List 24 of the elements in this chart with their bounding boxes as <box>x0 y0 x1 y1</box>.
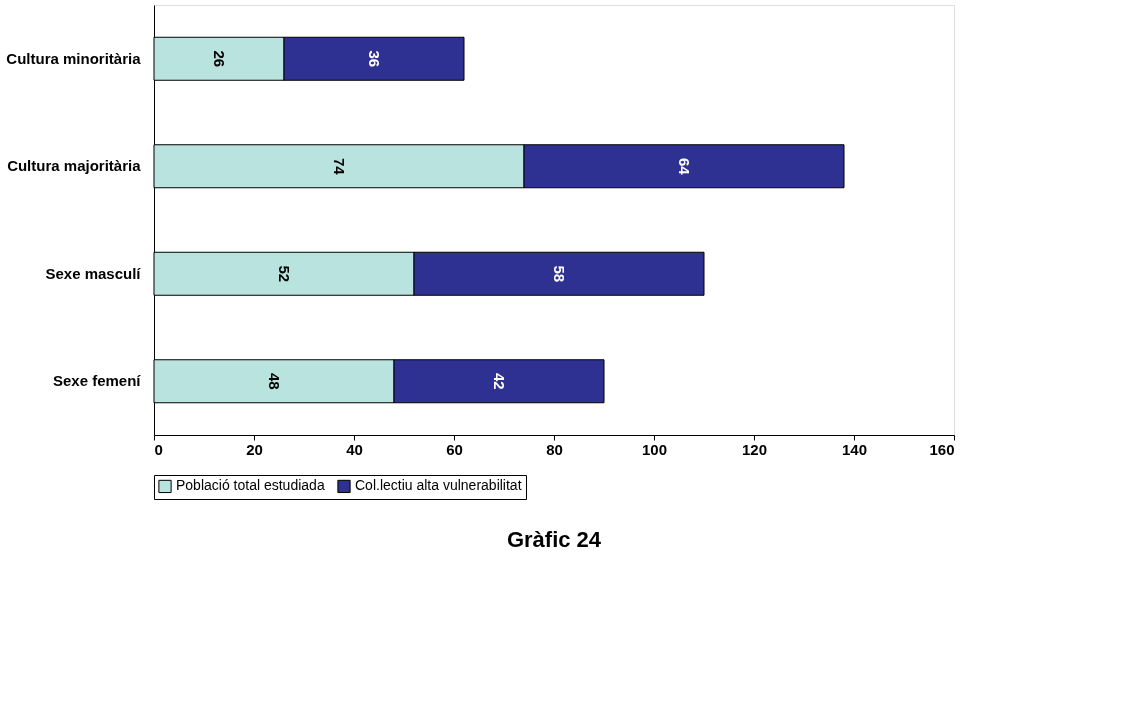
data-label: 36 <box>366 50 383 68</box>
x-tick-label: 160 <box>929 440 955 458</box>
data-label: 48 <box>266 372 283 390</box>
legend-label: Població total estudiada <box>176 477 325 494</box>
x-tick-label: 20 <box>246 440 263 458</box>
x-tick-label: 100 <box>641 440 668 458</box>
data-label: 42 <box>491 372 508 390</box>
data-label: 58 <box>551 265 568 283</box>
y-tick-label: Cultura minoritària <box>6 49 142 67</box>
x-tick-label: 120 <box>741 440 768 458</box>
x-tick-label: 80 <box>546 440 563 458</box>
text: Gràfic 24 <box>506 526 602 552</box>
x-tick-label: 140 <box>841 440 868 458</box>
y-tick-label: Sexe femení <box>52 372 142 390</box>
data-label: 26 <box>211 50 228 68</box>
x-tick-label: 40 <box>346 440 363 458</box>
x-tick-label: 0 <box>154 440 163 458</box>
y-tick-label: Cultura majoritària <box>7 157 142 175</box>
data-label: 74 <box>331 157 348 176</box>
data-label: 64 <box>676 157 693 176</box>
data-label: 52 <box>276 265 293 283</box>
y-tick-label: Sexe masculí <box>45 264 142 282</box>
legend-label: Col.lectiu alta vulnerabilitat <box>355 477 522 494</box>
x-tick-label: 60 <box>446 440 463 458</box>
